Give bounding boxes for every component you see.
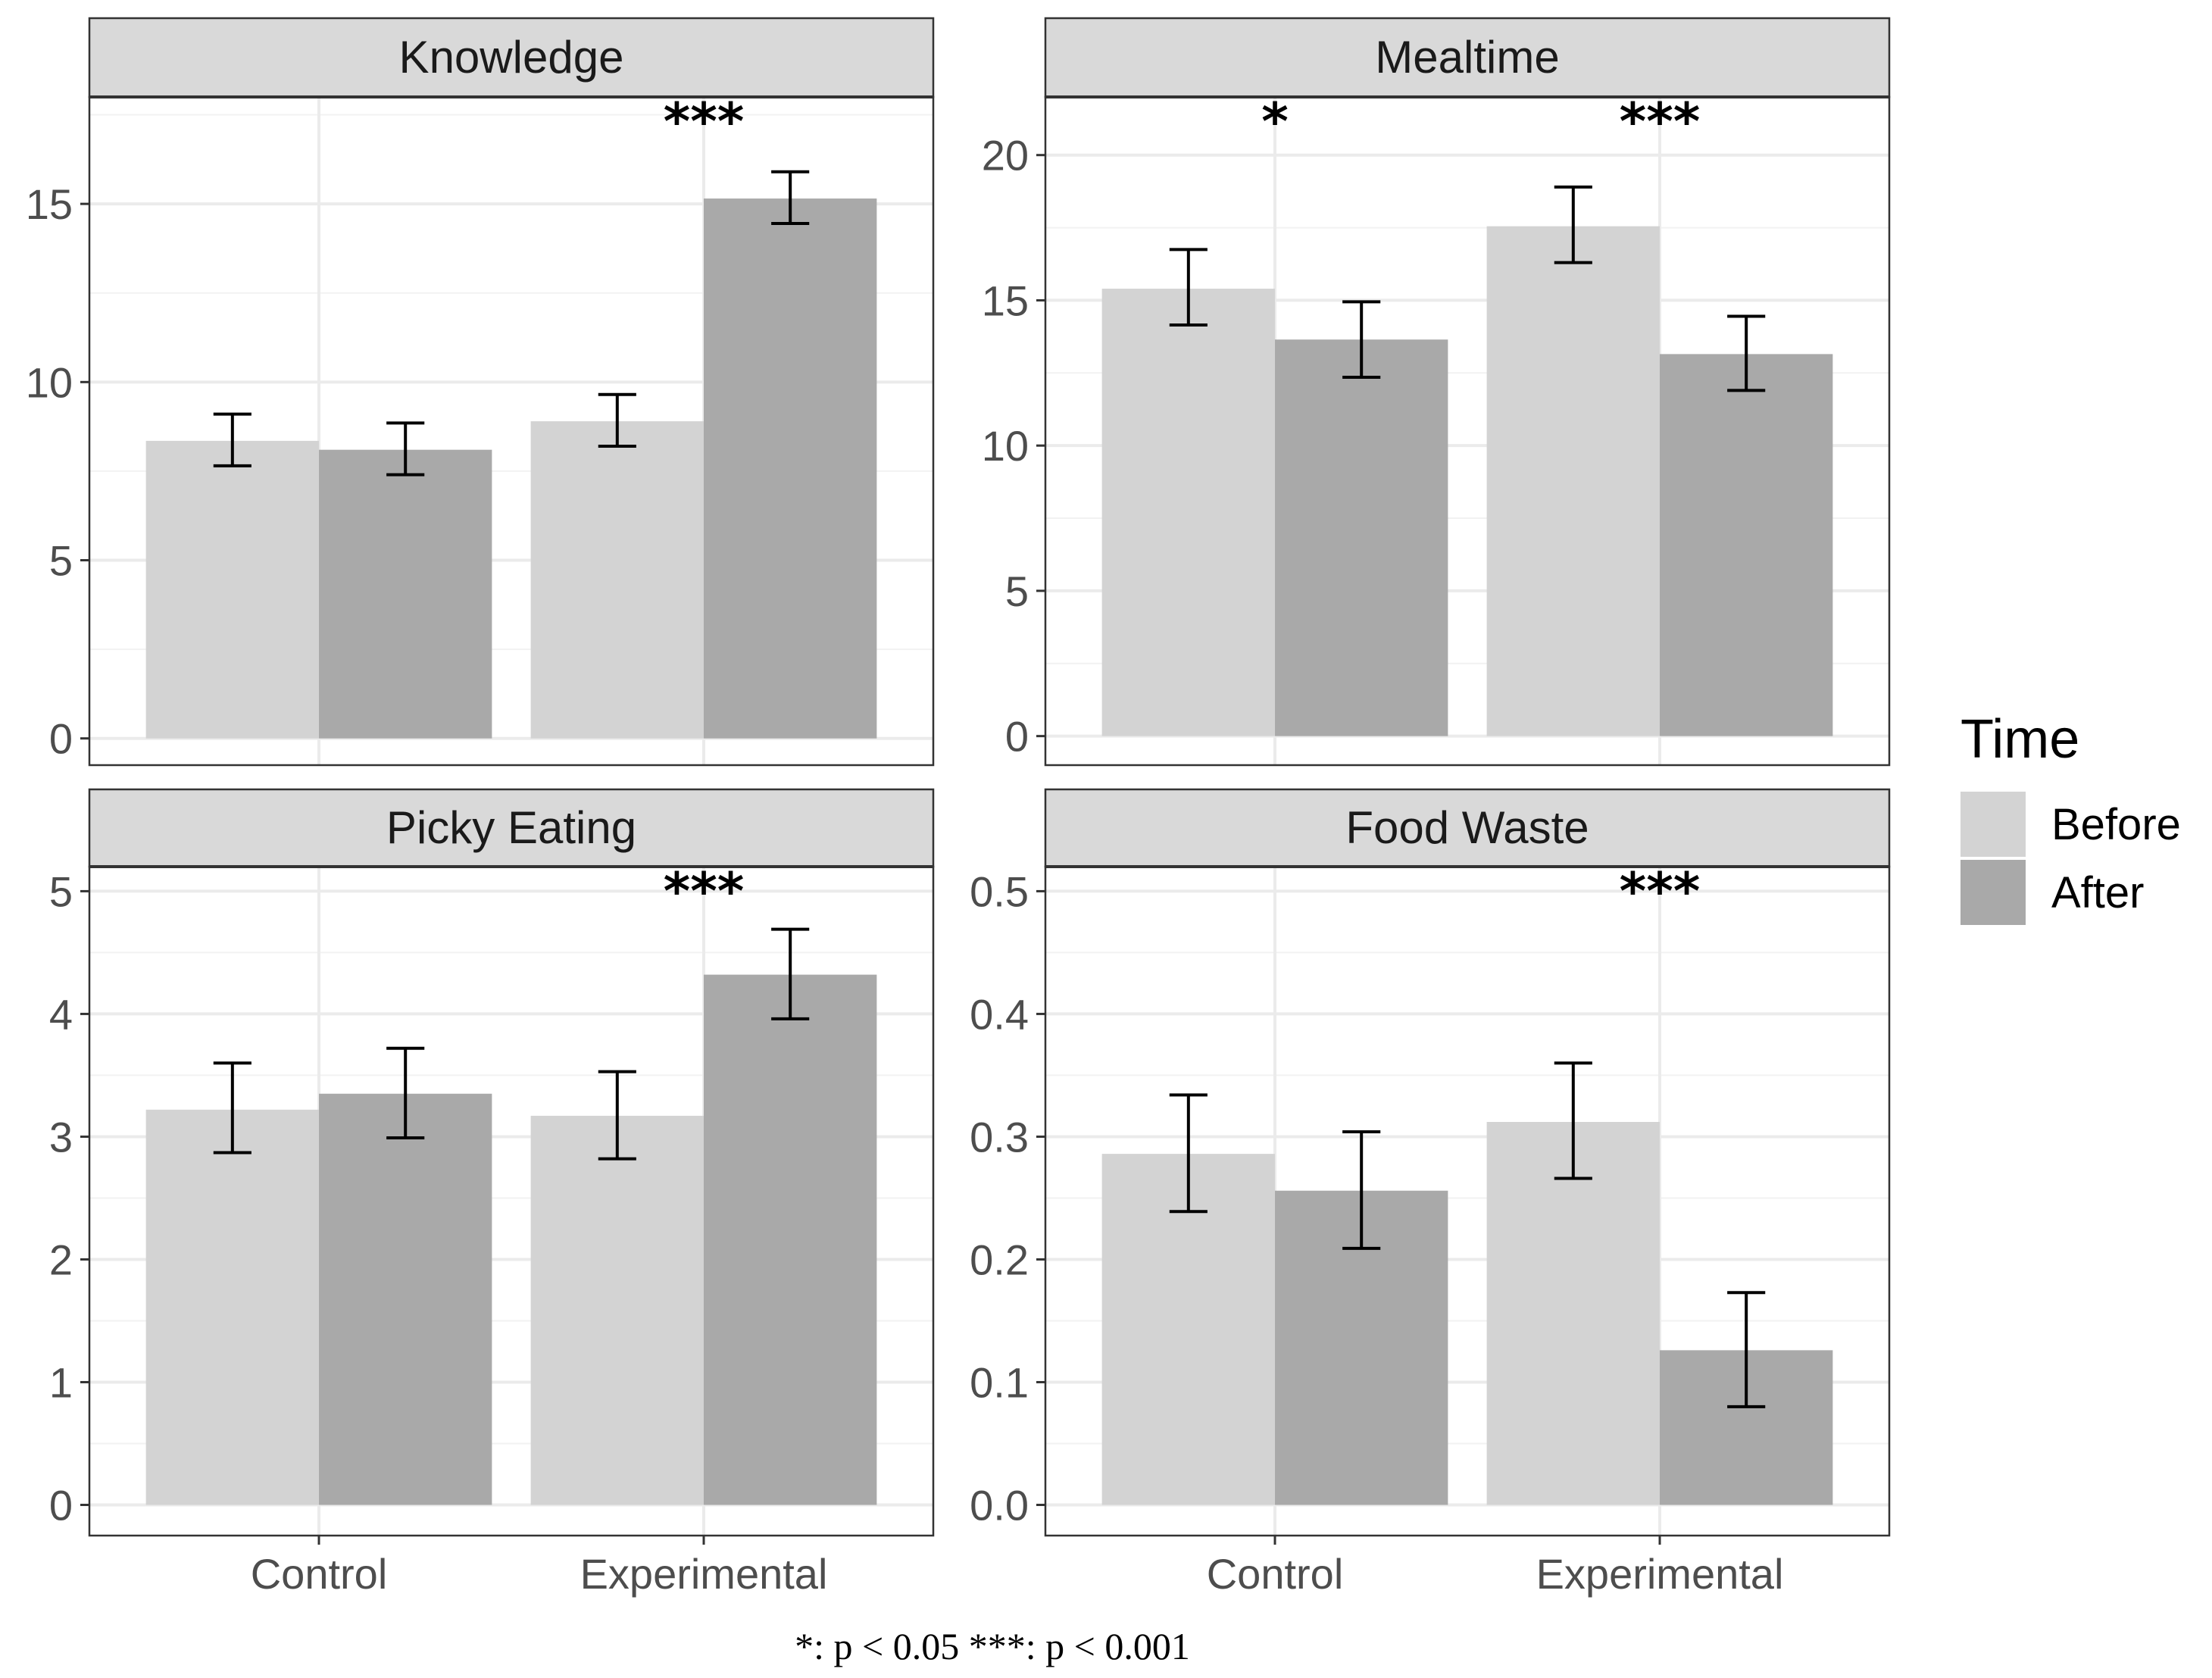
y-tick-label: 0.2 [970,1236,1029,1283]
y-tick-label: 3 [49,1113,73,1161]
facet-title: Mealtime [1375,32,1559,83]
facet-title: Knowledge [399,32,624,83]
y-tick-label: 10 [982,422,1029,470]
bar-before-control [1101,289,1276,736]
x-tick-label: Experimental [580,1550,828,1598]
y-tick-label: 0.3 [970,1113,1029,1161]
x-tick-label: Experimental [1536,1550,1784,1598]
y-tick-label: 15 [982,277,1029,324]
strip-background [1044,17,1891,98]
bar-after-experimental [703,198,877,739]
legend-key-before [1960,792,2026,857]
significance-marker: *** [664,862,745,922]
y-tick-label: 1 [49,1358,73,1406]
legend-key-after [1960,860,2026,925]
y-tick-label: 0.5 [970,867,1029,915]
y-tick-label: 0.4 [970,990,1029,1038]
y-tick-label: 2 [49,1236,73,1283]
significance-caption: *: p < 0.05 ***: p < 0.001 [795,1625,1190,1667]
y-tick-label: 10 [26,358,73,406]
significance-marker: *** [664,92,745,152]
bar-after-control [319,1093,492,1505]
bar-before-experimental [1486,226,1660,736]
significance-marker: *** [1620,92,1701,152]
legend-title: Time [1960,709,2079,770]
legend: Time Before After [1960,709,2181,925]
facet-title: Food Waste [1345,802,1589,853]
y-tick-label: 20 [982,132,1029,180]
bar-after-experimental [1659,354,1833,736]
significance-marker: * [1261,92,1289,152]
facet-title: Picky Eating [386,802,636,853]
legend-label-after: After [2051,868,2145,917]
strip-background [88,788,935,868]
y-tick-label: 0.0 [970,1481,1029,1529]
facet-panel-2: Picky Eating 0 1 2 3 4 5 *** Control Experimental [49,788,935,1598]
significance-marker: *** [1620,862,1701,922]
facet-panel-3: Food Waste 0.0 0.1 0.2 0.3 0.4 0.5 *** Control Ex… [970,788,1891,1598]
facet-panel-0: Knowledge 0 5 10 15 *** [26,17,935,767]
bar-before-control [145,440,320,739]
bar-before-control [145,1109,320,1505]
bar-before-experimental [530,421,704,739]
y-tick-label: 0 [49,1481,73,1529]
y-tick-label: 0.1 [970,1358,1029,1406]
bar-after-control [1275,339,1448,736]
bar-after-control [319,449,492,739]
bar-after-experimental [703,974,877,1505]
x-tick-label: Control [1207,1550,1344,1598]
y-tick-label: 4 [49,990,73,1038]
y-tick-label: 0 [49,715,73,763]
y-tick-label: 5 [1005,567,1029,615]
y-tick-label: 5 [49,537,73,585]
bar-before-experimental [530,1115,704,1505]
legend-label-before: Before [2051,800,2181,849]
y-tick-label: 5 [49,867,73,915]
x-tick-label: Control [251,1550,388,1598]
bar-before-experimental [1486,1121,1660,1505]
y-tick-label: 15 [26,180,73,228]
y-tick-label: 0 [1005,713,1029,761]
